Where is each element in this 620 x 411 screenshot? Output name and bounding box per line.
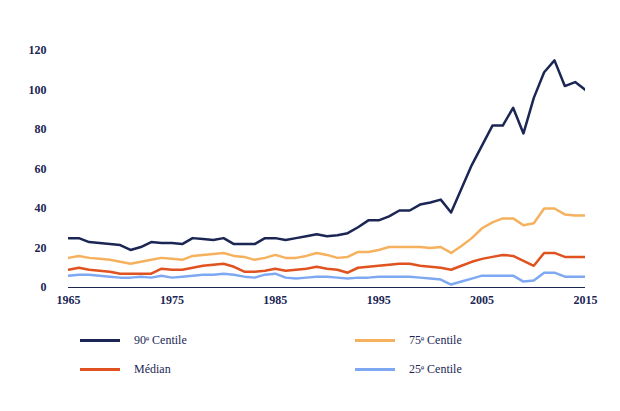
svg-text:2005: 2005 [470, 293, 494, 307]
svg-text:2015: 2015 [574, 293, 598, 307]
html-text:90ᵉ Centile: 90ᵉ Centile [134, 333, 187, 347]
svg-text:80: 80 [35, 122, 47, 136]
svg-text:100: 100 [29, 83, 47, 97]
svg-text:20: 20 [35, 241, 47, 255]
html-text:75ᵉ Centile: 75ᵉ Centile [409, 333, 462, 347]
svg-text:120: 120 [29, 43, 47, 57]
svg-text:1965: 1965 [57, 293, 81, 307]
html-text:25ᵉ Centile: 25ᵉ Centile [409, 362, 462, 376]
html-text:Médian: Médian [134, 362, 171, 376]
svg-text:40: 40 [35, 201, 47, 215]
svg-text:0: 0 [41, 280, 47, 294]
svg-text:1975: 1975 [160, 293, 184, 307]
svg-text:60: 60 [35, 162, 47, 176]
svg-text:1985: 1985 [263, 293, 287, 307]
svg-text:1995: 1995 [367, 293, 391, 307]
